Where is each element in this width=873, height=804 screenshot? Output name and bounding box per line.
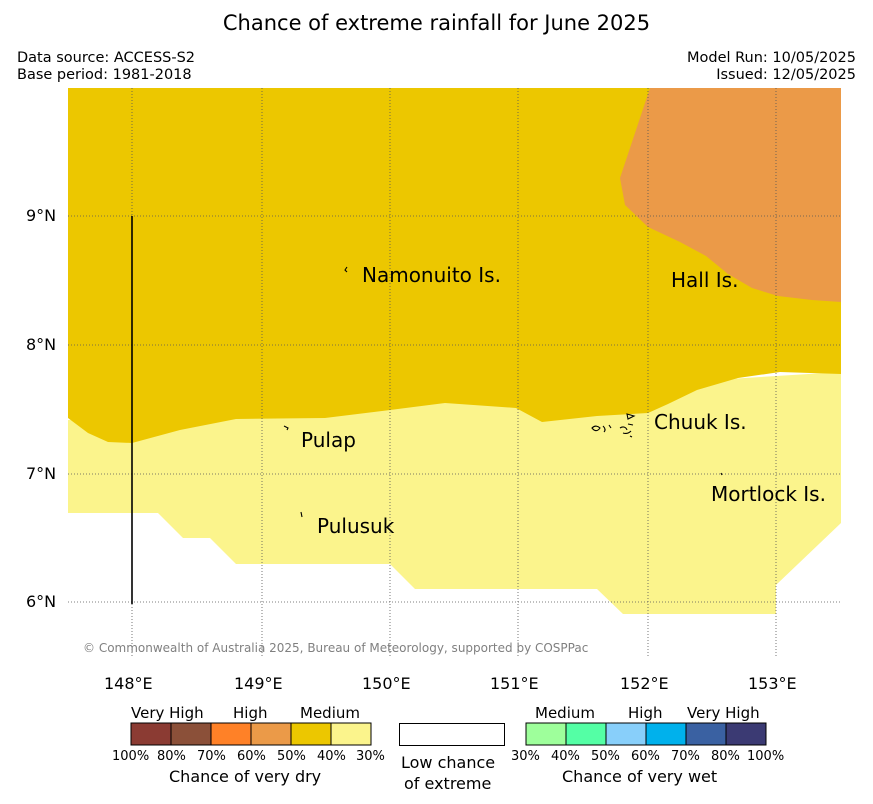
map-title: Chance of extreme rainfall for June 2025 [222, 11, 651, 35]
data-source-text: Data source: ACCESS-S2 [17, 50, 196, 66]
lon-tick-148e: 148°E [104, 674, 153, 693]
dry-swatch-40-50 [291, 723, 331, 745]
legend-wet-medium: Medium [535, 704, 595, 722]
wet-swatch-50-60 [606, 723, 646, 745]
base-period-text: Base period: 1981-2018 [17, 67, 192, 83]
pulusuk-island-mark [300, 511, 303, 518]
label-hall: Hall Is. [671, 268, 739, 292]
dry-swatch-30-40 [331, 723, 371, 745]
issued-text: Issued: 12/05/2025 [716, 67, 856, 83]
lat-tick-7n: 7°N [26, 464, 57, 483]
legend-wet-caption: Chance of very wet [562, 767, 718, 786]
lon-tick-153e: 153°E [748, 674, 797, 693]
lon-tick-149e: 149°E [234, 674, 283, 693]
low-chance-caption-line2: of extreme [404, 774, 492, 793]
lat-tick-9n: 9°N [26, 206, 57, 225]
dry-swatch-70-80 [171, 723, 211, 745]
model-run-text: Model Run: 10/05/2025 [686, 50, 856, 66]
dry-swatch-80-100 [131, 723, 171, 745]
label-chuuk: Chuuk Is. [654, 410, 747, 434]
lon-tick-152e: 152°E [620, 674, 669, 693]
label-pulusuk: Pulusuk [317, 514, 395, 538]
wet-tick-40: 40% [551, 749, 580, 764]
wet-swatch-70-80 [686, 723, 726, 745]
legend-dry-caption: Chance of very dry [169, 767, 322, 786]
lon-tick-151e: 151°E [490, 674, 539, 693]
wet-tick-100: 100% [747, 749, 785, 764]
dry-tick-30: 30% [356, 749, 385, 764]
low-chance-swatch [399, 723, 505, 746]
wet-tick-70: 70% [671, 749, 700, 764]
dry-tick-50: 50% [277, 749, 306, 764]
legend-wet-very-high: Very High [687, 704, 760, 722]
lat-tick-6n: 6°N [26, 592, 57, 611]
wet-tick-80: 80% [711, 749, 740, 764]
wet-tick-60: 60% [631, 749, 660, 764]
legend-dry-high: High [233, 704, 268, 722]
pulap-island-mark [283, 425, 289, 431]
namonuito-island-mark [344, 266, 348, 273]
label-namonuito: Namonuito Is. [362, 263, 501, 287]
chuuk-lagoon-islands [591, 423, 634, 438]
dry-tick-100: 100% [112, 749, 150, 764]
chuuk-north-island-mark [626, 413, 636, 420]
legend-dry-colorbar [130, 722, 372, 746]
dry-swatch-60-70 [211, 723, 251, 745]
label-mortlock: Mortlock Is. [711, 482, 826, 506]
legend-wet-high: High [628, 704, 663, 722]
dry-tick-70: 70% [197, 749, 226, 764]
dry-swatch-50-60 [251, 723, 291, 745]
wet-swatch-40-50 [566, 723, 606, 745]
wet-swatch-60-70 [646, 723, 686, 745]
wet-tick-50: 50% [591, 749, 620, 764]
low-chance-caption-line1: Low chance [401, 753, 496, 772]
legend-wet-colorbar [525, 722, 767, 746]
copyright-notice: © Commonwealth of Australia 2025, Bureau… [83, 641, 589, 655]
legend-dry-very-high: Very High [131, 704, 204, 722]
mortlock-island-mark [720, 472, 723, 476]
dry-tick-60: 60% [237, 749, 266, 764]
dry-tick-80: 80% [157, 749, 186, 764]
dry-50-60-region [620, 88, 841, 302]
dry-tick-40: 40% [317, 749, 346, 764]
wet-tick-30: 30% [511, 749, 540, 764]
wet-swatch-30-40 [526, 723, 566, 745]
legend-dry-medium: Medium [300, 704, 360, 722]
wet-swatch-80-100 [726, 723, 766, 745]
lon-tick-150e: 150°E [362, 674, 411, 693]
lat-tick-8n: 8°N [26, 335, 57, 354]
label-pulap: Pulap [301, 428, 356, 452]
island-outlines [283, 266, 723, 518]
